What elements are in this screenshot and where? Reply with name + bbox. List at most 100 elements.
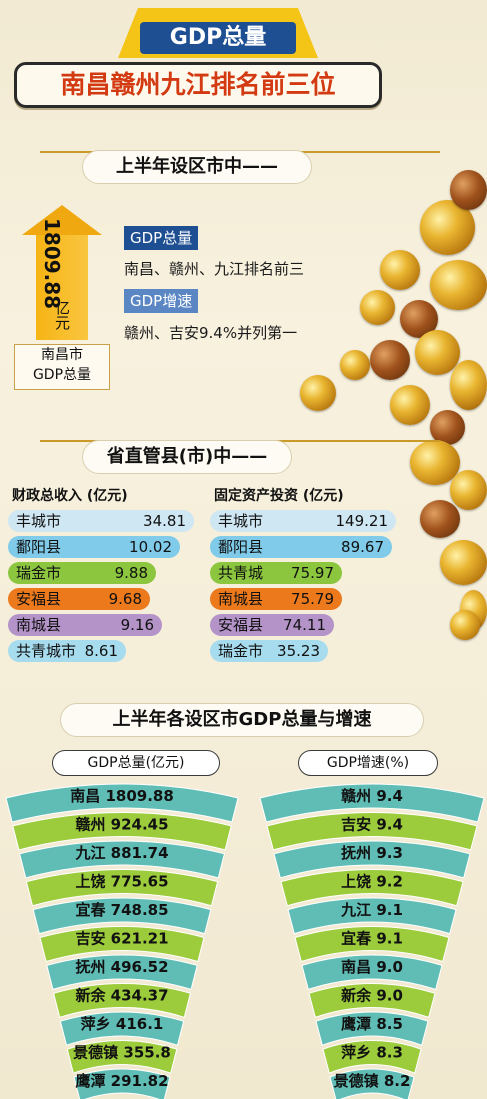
- gdp-total-label: 南昌 1809.88: [70, 787, 174, 805]
- gdp-growth-bar: [308, 983, 436, 1018]
- gdp-total-bar: [18, 840, 226, 879]
- gdp-growth-bar: [301, 954, 443, 991]
- gdp-growth-label: 南昌 9.0: [341, 958, 403, 976]
- fiscal-revenue-name: 丰城市: [16, 512, 62, 530]
- gdp-total-bar: [66, 1040, 178, 1074]
- tag-gdp-growth: GDP增速: [124, 289, 199, 313]
- gdp-total-bar: [59, 1011, 185, 1046]
- info-gdp-total: 南昌、赣州、九江排名前三: [124, 260, 305, 278]
- gdp-total-label: 宜春 748.85: [75, 901, 168, 919]
- fiscal-revenue-value: 9.16: [120, 616, 154, 634]
- fiscal-revenue-row: 安福县 9.68: [8, 588, 150, 610]
- fixed-investment-row: 瑞金市 35.23: [210, 640, 328, 662]
- fixed-investment-row: 安福县 74.11: [210, 614, 334, 636]
- gdp-total-label: 鹰潭 291.82: [75, 1072, 168, 1090]
- section3-heading: 上半年各设区市GDP总量与增速: [60, 703, 424, 737]
- gdp-growth-bar: [259, 783, 485, 823]
- fiscal-revenue-value: 10.02: [129, 538, 172, 556]
- gdp-arc-chart: 南昌 1809.88 赣州 924.45 九江 881.74 上饶 775.65 宜春 …: [5, 783, 485, 1099]
- fiscal-revenue-row: 共青城市 8.61: [8, 640, 126, 662]
- gdp-total-bar: [73, 1068, 171, 1099]
- gdp-total-label: 萍乡 416.1: [81, 1015, 164, 1033]
- fiscal-revenue-name: 南城县: [16, 616, 62, 634]
- fixed-investment-value: 149.21: [335, 512, 389, 530]
- gdp-total-bar: [5, 783, 239, 823]
- gdp-total-bar: [25, 869, 219, 907]
- gdp-growth-label: 萍乡 8.3: [341, 1044, 403, 1062]
- growth-arrow-icon: [22, 205, 102, 340]
- gdp-growth-label: 吉安 9.4: [341, 816, 403, 834]
- gdp-growth-label: 宜春 9.1: [341, 930, 403, 948]
- gdp-total-label: 景德镇 355.8: [73, 1044, 171, 1062]
- fiscal-revenue-row: 南城县 9.16: [8, 614, 162, 636]
- fixed-investment-value: 75.97: [291, 564, 334, 582]
- caption-line1: 南昌市: [41, 347, 83, 363]
- fiscal-revenue-row: 丰城市 34.81: [8, 510, 194, 532]
- fiscal-revenue-name: 鄱阳县: [16, 538, 62, 556]
- section1-heading: 上半年设区市中——: [82, 150, 312, 184]
- gdp-growth-label: 新余 9.0: [341, 987, 403, 1005]
- fiscal-revenue-name: 瑞金市: [16, 564, 62, 582]
- caption-line2: GDP总量: [32, 367, 92, 383]
- gdp-growth-bar: [266, 812, 478, 851]
- gdp-total-label: 赣州 924.45: [75, 816, 168, 834]
- gdp-growth-bar: [294, 926, 450, 963]
- gdp-total-label: 吉安 621.21: [75, 930, 168, 948]
- nanchang-gdp-unit: 亿元: [53, 300, 71, 330]
- fixed-investment-value: 35.23: [277, 642, 320, 660]
- fiscal-revenue-name: 安福县: [16, 590, 62, 608]
- fiscal-revenue-value: 9.88: [114, 564, 148, 582]
- gdp-growth-bar: [329, 1068, 415, 1099]
- nanchang-gdp-caption: 南昌市 GDP总量: [14, 344, 110, 390]
- fiscal-revenue-value: 8.61: [84, 642, 118, 660]
- fiscal-revenue-row: 瑞金市 9.88: [8, 562, 156, 584]
- gdp-growth-label: 九江 9.1: [340, 901, 403, 919]
- gdp-growth-bar: [322, 1040, 422, 1074]
- fixed-investment-row: 南城县 75.79: [210, 588, 342, 610]
- gdp-growth-label: 抚州 9.3: [341, 844, 403, 862]
- gold-coins-decoration: [300, 170, 487, 670]
- gdp-growth-bar: [280, 869, 464, 907]
- tag-gdp-total: GDP总量: [124, 226, 199, 250]
- gdp-growth-bar: [273, 840, 471, 879]
- fiscal-revenue-value: 34.81: [143, 512, 186, 530]
- gdp-total-bar: [32, 897, 212, 935]
- page-subtitle: 南昌赣州九江排名前三位: [14, 62, 382, 108]
- gdp-total-label: 抚州 496.52: [75, 958, 168, 976]
- gdp-total-bar: [46, 954, 198, 991]
- fixed-investment-name: 丰城市: [218, 512, 264, 530]
- title-badge: GDP总量: [118, 8, 318, 58]
- fiscal-revenue-value: 9.68: [108, 590, 142, 608]
- fixed-investment-name: 安福县: [218, 616, 264, 634]
- fixed-investment-name: 共青城: [218, 564, 264, 582]
- fixed-investment-row: 丰城市 149.21: [210, 510, 396, 532]
- gdp-total-label: 上饶 775.65: [75, 873, 168, 891]
- fixed-investment-name: 瑞金市: [218, 642, 264, 660]
- gdp-total-bar: [12, 812, 232, 851]
- fiscal-revenue-row: 鄱阳县 10.02: [8, 536, 180, 558]
- fiscal-revenue-name: 共青城市: [16, 642, 77, 660]
- fixed-investment-header: 固定资产投资 (亿元): [214, 488, 344, 504]
- fixed-investment-name: 鄱阳县: [218, 538, 264, 556]
- gdp-growth-label: 上饶 9.2: [341, 873, 403, 891]
- fixed-investment-row: 共青城 75.97: [210, 562, 342, 584]
- fixed-investment-row: 鄱阳县 89.67: [210, 536, 392, 558]
- info-gdp-growth: 赣州、吉安9.4%并列第一: [124, 324, 298, 342]
- gdp-total-label: 新余 434.37: [75, 987, 168, 1005]
- gdp-total-label: 九江 881.74: [74, 844, 168, 862]
- gdp-growth-bar: [315, 1011, 429, 1046]
- fiscal-revenue-header: 财政总收入 (亿元): [12, 488, 128, 504]
- fixed-investment-name: 南城县: [218, 590, 264, 608]
- nanchang-gdp-value: 1809.88: [40, 218, 64, 310]
- gdp-growth-legend: GDP增速(%): [298, 750, 438, 776]
- gdp-total-bar: [52, 983, 192, 1018]
- fixed-investment-value: 75.79: [291, 590, 334, 608]
- gdp-total-legend: GDP总量(亿元): [52, 750, 220, 776]
- fixed-investment-value: 89.67: [341, 538, 384, 556]
- gdp-growth-bar: [287, 897, 457, 935]
- gdp-growth-label: 鹰潭 8.5: [341, 1015, 403, 1033]
- section2-heading: 省直管县(市)中——: [82, 440, 292, 474]
- title-badge-text: GDP总量: [140, 22, 296, 54]
- gdp-growth-label: 赣州 9.4: [341, 787, 403, 805]
- gdp-growth-label: 景德镇 8.2: [334, 1072, 411, 1090]
